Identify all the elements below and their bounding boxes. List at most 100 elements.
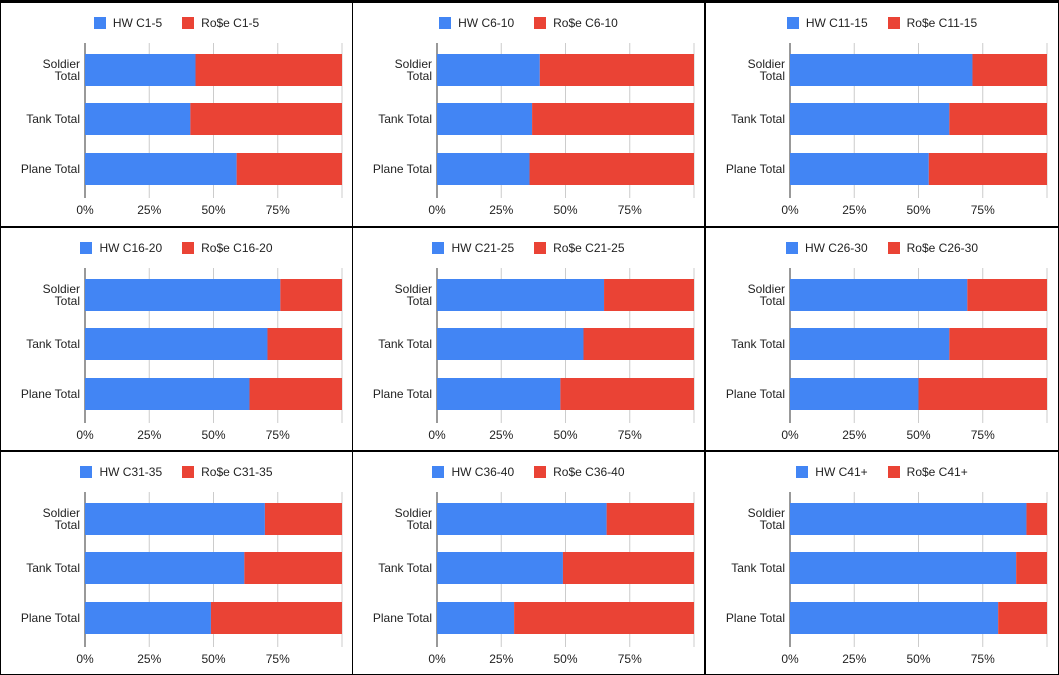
legend-swatch — [534, 466, 547, 478]
x-tick-label: 75% — [617, 428, 642, 442]
bar-rose[interactable] — [195, 54, 342, 86]
bar-hw[interactable] — [85, 328, 268, 360]
chart-plot — [789, 492, 1048, 647]
x-tick-label: 0% — [76, 428, 94, 442]
bar-hw[interactable] — [437, 153, 530, 185]
bar-rose[interactable] — [1026, 503, 1047, 535]
bar-hw[interactable] — [85, 503, 265, 535]
x-tick-label: 0% — [428, 203, 446, 217]
bar-hw[interactable] — [85, 54, 196, 86]
bar-rose[interactable] — [244, 552, 342, 584]
bar-hw[interactable] — [85, 153, 237, 185]
bar-rose[interactable] — [267, 328, 342, 360]
chart-legend: HW C16-20 Ro$e C16-20 — [1, 240, 352, 256]
chart-legend: HW C21-25 Ro$e C21-25 — [353, 240, 704, 256]
category-label: Soldier Total — [42, 506, 80, 532]
bar-rose[interactable] — [560, 378, 694, 410]
x-tick-label: 50% — [906, 428, 931, 442]
bar-rose[interactable] — [949, 328, 1047, 360]
bar-rose[interactable] — [967, 279, 1047, 311]
legend-label: Ro$e C21-25 — [553, 241, 625, 255]
chart-plot — [436, 492, 695, 647]
bar-rose[interactable] — [190, 103, 342, 135]
bar-hw[interactable] — [790, 503, 1027, 535]
bar-rose[interactable] — [264, 503, 342, 535]
category-label: Tank Total — [378, 112, 432, 126]
legend-swatch — [80, 466, 93, 478]
bar-rose[interactable] — [928, 153, 1047, 185]
category-label: Soldier Total — [747, 282, 785, 308]
category-label: Soldier Total — [394, 506, 432, 532]
x-tick-label: 25% — [489, 428, 514, 442]
x-tick-label: 25% — [489, 203, 514, 217]
legend-item: HW C31-35 — [80, 465, 162, 479]
category-label: Soldier Total — [394, 282, 432, 308]
bar-rose[interactable] — [918, 378, 1048, 410]
legend-item: HW C26-30 — [785, 241, 868, 255]
bar-rose[interactable] — [280, 279, 342, 311]
x-tick-label: 75% — [265, 203, 290, 217]
bar-hw[interactable] — [790, 103, 950, 135]
bar-hw[interactable] — [437, 552, 563, 584]
bar-hw[interactable] — [790, 378, 919, 410]
bar-hw[interactable] — [437, 602, 515, 634]
bar-rose[interactable] — [562, 552, 694, 584]
bar-hw[interactable] — [85, 279, 281, 311]
chart-plot — [436, 43, 695, 198]
bar-hw[interactable] — [437, 54, 540, 86]
bar-rose[interactable] — [514, 602, 694, 634]
bar-rose[interactable] — [249, 378, 342, 410]
legend-label: Ro$e C1-5 — [201, 16, 260, 30]
bar-rose[interactable] — [998, 602, 1047, 634]
bar-hw[interactable] — [437, 279, 605, 311]
x-tick-label: 75% — [617, 203, 642, 217]
category-label: Plane Total — [372, 611, 432, 625]
legend-swatch — [432, 466, 445, 478]
bar-hw[interactable] — [85, 602, 211, 634]
bar-hw[interactable] — [85, 103, 191, 135]
bar-hw[interactable] — [85, 378, 250, 410]
x-tick-label: 0% — [428, 652, 446, 666]
x-tick-label: 0% — [781, 652, 799, 666]
x-tick-label: 75% — [617, 652, 642, 666]
bar-hw[interactable] — [437, 103, 533, 135]
chart-plot — [84, 43, 343, 198]
bar-hw[interactable] — [790, 602, 999, 634]
legend-swatch — [432, 242, 445, 254]
legend-swatch — [887, 242, 900, 254]
bar-rose[interactable] — [210, 602, 342, 634]
x-tick-label: 25% — [842, 428, 867, 442]
chart-legend: HW C11-15 Ro$e C11-15 — [706, 15, 1058, 31]
bar-rose[interactable] — [606, 503, 694, 535]
bar-hw[interactable] — [790, 54, 973, 86]
chart-legend: HW C41+ Ro$e C41+ — [706, 464, 1058, 480]
bar-rose[interactable] — [972, 54, 1047, 86]
bar-hw[interactable] — [790, 153, 929, 185]
bar-hw[interactable] — [437, 503, 607, 535]
chart-legend: HW C36-40 Ro$e C36-40 — [353, 464, 704, 480]
category-label: Plane Total — [372, 387, 432, 401]
category-label: Plane Total — [725, 387, 785, 401]
bar-rose[interactable] — [583, 328, 694, 360]
bar-hw[interactable] — [437, 378, 561, 410]
bar-hw[interactable] — [790, 328, 950, 360]
bar-rose[interactable] — [539, 54, 694, 86]
bar-rose[interactable] — [949, 103, 1047, 135]
bar-hw[interactable] — [790, 552, 1017, 584]
bar-rose[interactable] — [236, 153, 342, 185]
x-tick-label: 50% — [553, 428, 578, 442]
chart-panel: HW C11-15 Ro$e C11-15 Soldier Total Tank Tot… — [706, 3, 1058, 226]
bar-hw[interactable] — [85, 552, 245, 584]
chart-panel: HW C16-20 Ro$e C16-20 Soldier Total Tank Tot… — [1, 228, 352, 450]
bar-rose[interactable] — [1016, 552, 1047, 584]
bar-rose[interactable] — [529, 153, 694, 185]
bar-rose[interactable] — [604, 279, 694, 311]
legend-swatch — [796, 466, 809, 478]
category-label: Tank Total — [26, 337, 80, 351]
bar-hw[interactable] — [437, 328, 584, 360]
legend-item: Ro$e C21-25 — [534, 241, 625, 255]
legend-item: Ro$e C16-20 — [182, 241, 273, 255]
bar-rose[interactable] — [532, 103, 694, 135]
bar-hw[interactable] — [790, 279, 968, 311]
x-tick-label: 0% — [76, 652, 94, 666]
